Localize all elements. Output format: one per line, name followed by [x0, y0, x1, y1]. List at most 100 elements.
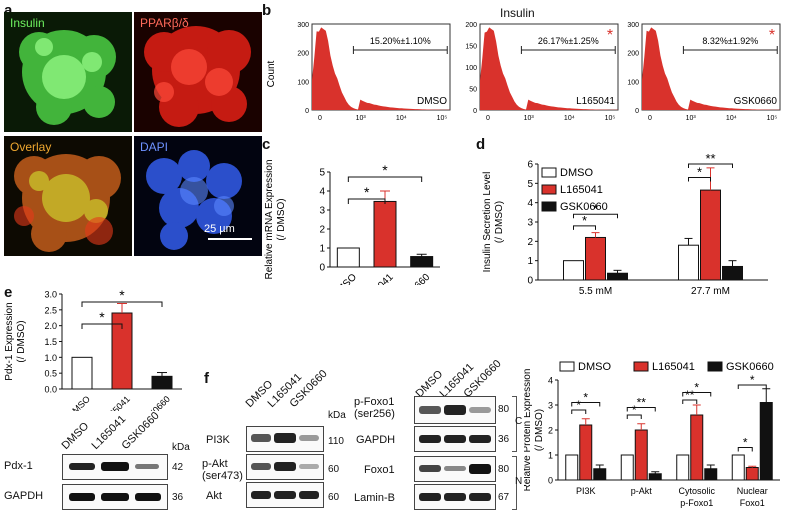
bar-dmso: [676, 454, 690, 481]
blot-f2-band-label-1: p-Foxo1 (ser256): [354, 396, 395, 420]
flow-ytick: 150: [465, 44, 477, 51]
flow-sample-label: DMSO: [417, 96, 447, 107]
flow-plot-2: 200 150 100 50 0 0 10³ 10⁴ 10⁵ 26.17%±1.25% L16504…: [465, 22, 619, 122]
panel-a-label: a: [4, 2, 13, 19]
y-tick-label: 3: [527, 218, 533, 229]
flow-ylabel: Count: [266, 60, 277, 87]
flow-ytick: 50: [469, 87, 477, 94]
legend-label: GSK0660: [560, 201, 608, 213]
flow-percent: 15.20%±1.10%: [370, 36, 431, 46]
blot-e-kda-head: kDa: [172, 442, 190, 453]
significance-bracket: [573, 225, 596, 230]
blot-e-lane-3: GSK0660: [119, 409, 162, 452]
y-axis-label-unit: (/ DMSO): [276, 198, 287, 240]
band: [69, 463, 95, 470]
significance-mark: *: [99, 309, 105, 325]
significance-mark: *: [694, 381, 699, 395]
legend-label: DMSO: [560, 167, 593, 179]
band: [299, 491, 319, 499]
flow-sample-label: L165041: [576, 96, 615, 107]
blot-f2-kda-3: 80: [498, 464, 510, 475]
flow-percent: 8.32%±1.92%: [702, 36, 758, 46]
bar-l165041: [745, 467, 759, 481]
band: [419, 465, 441, 472]
legend-swatch: [541, 201, 557, 212]
bar-l165041: [373, 200, 397, 268]
significance-mark: *: [593, 201, 598, 216]
flow-significance: *: [769, 27, 775, 44]
band: [419, 435, 441, 443]
y-tick-label: 2.0: [44, 321, 57, 331]
panel-b-label: b: [262, 2, 272, 19]
significance-mark: *: [382, 162, 388, 178]
blot-e: DMSO L165041 GSK0660 kDa Pdx-1 GAPDH 42 …: [0, 409, 200, 519]
micrograph-dapi-image: [146, 150, 242, 250]
panel-c-label: c: [262, 136, 271, 153]
y-tick-label: 1: [527, 256, 533, 267]
significance-bracket: [688, 177, 711, 182]
flow-ytick: 200: [465, 22, 477, 29]
band: [444, 405, 466, 415]
significance-bracket: [573, 213, 618, 219]
band: [101, 493, 129, 501]
y-tick-label: 1: [319, 244, 325, 255]
flow-ytick: 100: [297, 79, 309, 86]
band: [469, 407, 491, 413]
y-tick-label: 4: [527, 198, 533, 209]
y-tick-label: 0.0: [44, 385, 57, 395]
significance-mark: *: [697, 165, 702, 180]
legend-swatch: [559, 361, 575, 372]
blot-f1: DMSO L165041 GSK0660 kDa PI3K p-Akt (ser…: [200, 368, 350, 519]
blot-e-lane-1: DMSO: [59, 420, 92, 452]
y-tick-label: 0: [319, 263, 325, 274]
x-tick-label: GSK0660: [394, 272, 433, 285]
x-tick-label: 27.7 mM: [691, 286, 730, 297]
significance-bracket: [571, 402, 601, 407]
significance-mark: *: [750, 373, 755, 387]
y-axis-label-unit: (/ DMSO): [534, 409, 545, 451]
y-axis-label: Relative mRNA Expression: [264, 159, 275, 279]
blot-f1-strip-2: [246, 454, 324, 480]
micrograph-insulin-image: [19, 30, 116, 125]
blot-f2-strip-4: [414, 484, 496, 510]
legend-swatch: [707, 361, 723, 372]
bar-dmso: [678, 244, 699, 281]
blot-f1-kda-3: 60: [328, 492, 340, 503]
bar-gsk0660: [648, 473, 662, 481]
legend-swatch: [633, 361, 649, 372]
flow-xtick: 10⁴: [726, 115, 737, 122]
bracket-nuclear: [512, 456, 517, 510]
x-tick-label: PI3K: [576, 486, 596, 496]
flow-xtick: 10⁵: [605, 115, 616, 122]
x-tick-label: 5.5 mM: [579, 286, 612, 297]
significance-bracket: [682, 392, 712, 397]
bar-l165041: [690, 414, 704, 481]
bar-l165041: [700, 189, 721, 281]
x-tick-label: GSK0660: [137, 394, 172, 411]
significance-mark: *: [582, 213, 587, 228]
significance-mark: *: [583, 391, 588, 405]
micrograph-ppar-image: [144, 26, 251, 127]
blot-f1-kda-2: 60: [328, 464, 340, 475]
panel-e-label: e: [4, 284, 13, 301]
flow-xtick: 10⁴: [564, 115, 575, 122]
blot-f1-strip-3: [246, 482, 324, 508]
y-tick-label: 0: [548, 476, 553, 486]
band: [469, 464, 491, 474]
band: [274, 433, 296, 443]
chart-c: 0 1 2 3 4 5 Relative mRNA Expression(/ DMSO) DM…: [264, 159, 440, 285]
x-tick-label: Cytosolic: [678, 486, 715, 496]
legend-swatch: [541, 167, 557, 178]
flow-xtick: 0: [318, 115, 322, 122]
blot-f2-kda-1: 80: [498, 404, 510, 415]
blot-e-kda-2: 36: [172, 492, 184, 503]
flow-xtick: 0: [486, 115, 490, 122]
x-tick-label: Nuclear: [737, 486, 768, 496]
significance-bracket: [81, 323, 123, 329]
flow-plot-1: 300 200 100 0 0 10³ 10⁴ 10⁵ 15.20%±1.10% DMSO: [297, 22, 451, 122]
micrograph-dapi-label: DAPI: [140, 140, 169, 154]
y-tick-label: 1.0: [44, 353, 57, 363]
chart-f: 0 1 2 3 4 Relative Protein Expression(/ DMSO)…: [524, 361, 780, 508]
bar-gsk0660: [759, 402, 773, 481]
blot-f2: DMSO L165041 GSK0660 p-Foxo1 (ser256) GA…: [352, 358, 522, 519]
